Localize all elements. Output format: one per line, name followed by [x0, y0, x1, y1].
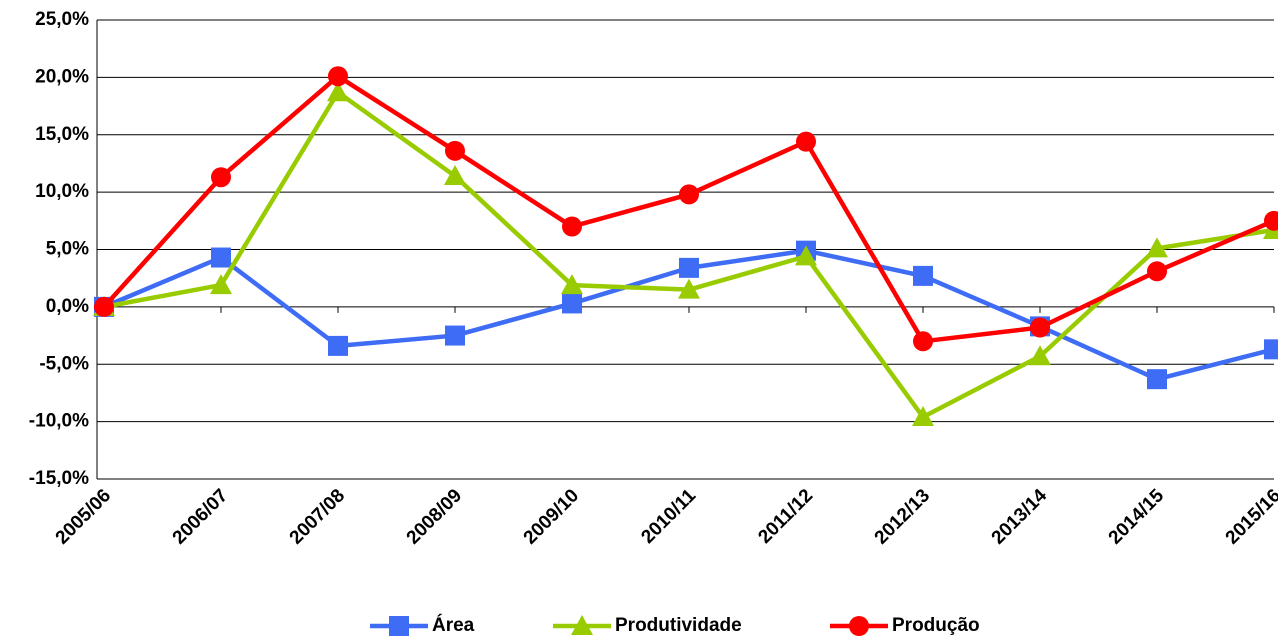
y-tick-label: -5,0% [39, 353, 89, 374]
x-tick-label: 2013/14 [988, 485, 1052, 549]
y-tick-label: 10,0% [35, 181, 89, 202]
point [211, 167, 231, 188]
point [561, 274, 583, 295]
legend-marker [849, 616, 869, 636]
y-tick-label: 5,0% [46, 239, 89, 260]
point [562, 293, 582, 314]
point [1030, 317, 1050, 338]
legend-label: Área [432, 614, 475, 636]
x-tick-label: 2009/10 [520, 485, 583, 548]
point [328, 66, 348, 87]
point [328, 335, 348, 356]
x-tick-label: 2014/15 [1105, 485, 1169, 549]
x-tick-label: 2015/16 [1222, 485, 1278, 548]
point [444, 165, 466, 186]
point [796, 131, 816, 152]
point [912, 406, 934, 427]
point [1147, 261, 1167, 282]
x-tick-label: 2006/07 [169, 485, 232, 548]
point [1146, 237, 1168, 258]
y-tick-label: 20,0% [35, 66, 89, 87]
point [795, 245, 817, 266]
point [210, 274, 232, 295]
point [1029, 345, 1051, 366]
point [327, 81, 349, 102]
y-tick-label: 15,0% [35, 124, 89, 145]
point [562, 216, 582, 237]
x-tick-label: 2012/13 [871, 485, 934, 548]
y-tick-label: -10,0% [29, 411, 89, 432]
point [211, 247, 231, 268]
point [679, 184, 699, 205]
point [445, 140, 465, 161]
point [1264, 210, 1278, 231]
legend-marker [389, 616, 409, 636]
y-tick-label: 25,0% [35, 9, 89, 30]
legend-label: Produtividade [615, 615, 742, 636]
x-tick-label: 2005/06 [52, 485, 115, 548]
x-tick-label: 2011/12 [754, 485, 817, 548]
x-tick-label: 2007/08 [286, 485, 349, 548]
y-tick-label: 0,0% [46, 296, 89, 317]
point [913, 265, 933, 286]
series-line [103, 90, 1275, 420]
point [679, 257, 699, 278]
x-tick-label: 2008/09 [403, 485, 466, 548]
legend-marker [571, 615, 593, 635]
point [94, 296, 114, 317]
point [913, 331, 933, 352]
legend-label: Produção [892, 615, 980, 636]
point [678, 278, 700, 299]
point [445, 325, 465, 346]
x-tick-label: 2010/11 [637, 485, 700, 548]
point [1264, 339, 1278, 360]
y-tick-label: -15,0% [29, 468, 89, 489]
point [1147, 369, 1167, 390]
